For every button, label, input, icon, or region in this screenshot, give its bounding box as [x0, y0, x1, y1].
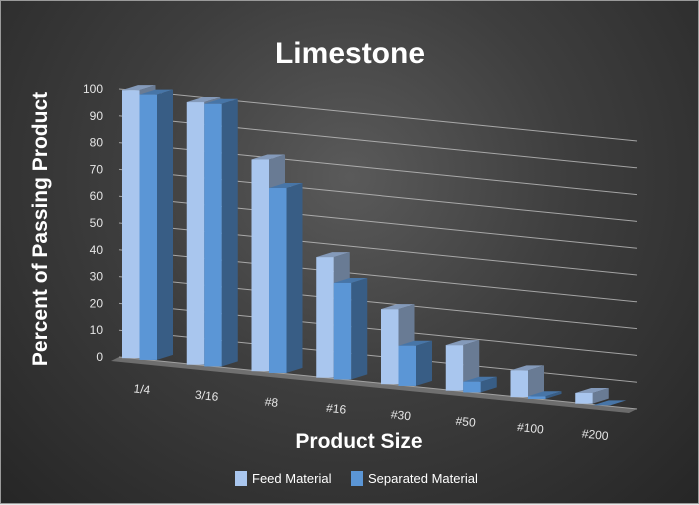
- x-tick-label: 3/16: [194, 388, 219, 404]
- bar-top: [139, 89, 173, 95]
- bar: [204, 98, 238, 367]
- bar-top: [445, 340, 480, 346]
- y-tick-label: 50: [90, 216, 104, 230]
- legend-swatch-feed: [235, 471, 247, 486]
- bar-side: [221, 98, 238, 367]
- y-tick-label: 100: [83, 82, 103, 96]
- bar: [510, 365, 544, 398]
- bar-front: [528, 396, 546, 399]
- y-axis-title: Percent of Passing Product: [29, 92, 52, 366]
- bar-front: [139, 94, 157, 360]
- bar-front: [463, 381, 481, 393]
- bar-top: [333, 277, 368, 283]
- bar-top: [204, 98, 238, 104]
- bar-top: [592, 400, 627, 406]
- bar-front: [398, 345, 416, 386]
- bar-side: [416, 340, 432, 386]
- y-tick-label: 90: [90, 109, 104, 123]
- bars: [122, 85, 627, 406]
- y-tick-label: 0: [96, 350, 103, 364]
- chart-floor: [111, 357, 637, 413]
- bar-front: [122, 90, 140, 359]
- bar-front: [186, 102, 205, 365]
- bar-top: [575, 387, 609, 393]
- bar-top: [186, 97, 221, 103]
- bar: [333, 277, 368, 380]
- bar-side: [592, 387, 609, 404]
- bar: [528, 391, 562, 399]
- y-tick-label: 10: [90, 323, 104, 337]
- y-tick-label: 60: [90, 189, 104, 203]
- x-tick-label: #8: [264, 395, 279, 410]
- legend: Feed Material Separated Material: [235, 471, 478, 486]
- y-tick-label: 40: [90, 243, 104, 257]
- y-tick-label: 70: [90, 162, 104, 176]
- x-tick-label: #50: [455, 414, 477, 430]
- bar: [592, 400, 627, 406]
- bar-top: [316, 252, 350, 258]
- legend-label-separated: Separated Material: [368, 471, 478, 486]
- bar-front: [269, 188, 287, 373]
- bar-top: [122, 85, 156, 91]
- bar: [463, 376, 497, 393]
- chart-title: Limestone: [275, 37, 425, 70]
- bar-front: [445, 345, 464, 391]
- bar-front: [510, 370, 528, 398]
- bar: [575, 387, 609, 404]
- bar-top: [381, 304, 415, 310]
- x-axis-ticks: 1/4 3/16 #8 #16 #30 #50 #100 #200: [133, 381, 610, 443]
- x-tick-label: #100: [516, 420, 544, 437]
- bar-side: [351, 277, 368, 380]
- bar-front: [316, 257, 334, 378]
- bar: [269, 183, 303, 373]
- bar-side: [528, 365, 544, 398]
- x-axis-title: Product Size: [295, 430, 422, 453]
- x-tick-label: #16: [325, 401, 347, 417]
- y-axis-ticks: 0 10 20 30 40 50 60 70 80 90 100: [83, 82, 103, 364]
- bar-side: [480, 376, 497, 393]
- bar-top: [528, 391, 562, 397]
- bar-top: [269, 183, 303, 189]
- bar-front: [381, 309, 399, 385]
- bar-top: [398, 340, 432, 346]
- y-tick-label: 20: [90, 296, 104, 310]
- legend-swatch-separated: [351, 471, 363, 486]
- bar-front: [204, 103, 222, 367]
- legend-label-feed: Feed Material: [252, 471, 332, 486]
- bar-top: [510, 365, 544, 371]
- bar-front: [333, 282, 352, 380]
- y-tick-label: 80: [90, 136, 104, 150]
- x-tick-label: #200: [581, 426, 609, 443]
- x-tick-label: 1/4: [133, 381, 151, 397]
- bar-top: [251, 154, 285, 160]
- bar: [398, 340, 432, 386]
- bar-top: [463, 376, 497, 382]
- bar-side: [286, 183, 303, 373]
- bar-side: [157, 89, 173, 360]
- bar-front: [575, 392, 593, 404]
- bar-side: [545, 391, 562, 399]
- bar: [139, 89, 173, 360]
- bar-front: [251, 159, 269, 372]
- x-tick-label: #30: [390, 407, 412, 423]
- y-tick-label: 30: [90, 270, 104, 284]
